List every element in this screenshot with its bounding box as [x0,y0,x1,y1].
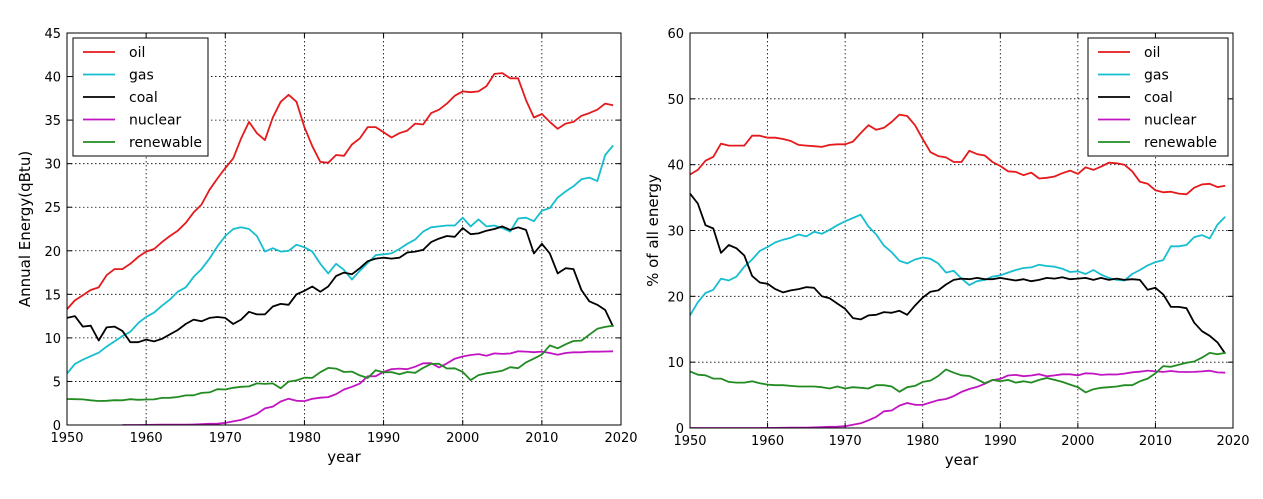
legend-label-oil: oil [1144,45,1160,61]
series-line-nuclear [122,350,614,425]
legend: oil gas coal nuclear renewable [72,37,209,157]
legend-label-coal: coal [129,90,158,106]
energy-share-chart: 1950 1960 1970 1980 1990 2000 2010 2020 0 10 20 30 4… [644,27,1250,469]
y-tick-label: 30 [44,158,61,173]
x-tick-label: 2000 [446,431,479,446]
x-tick-label: 2010 [1139,434,1172,449]
legend-label-gas: gas [1144,68,1169,84]
x-axis-label: year [945,451,979,469]
x-tick-label: 1960 [130,431,163,446]
y-tick-label: 40 [44,71,61,86]
y-tick-label: 10 [667,356,684,371]
series-line-gas [67,144,614,375]
series-line-coal [690,193,1226,355]
series-line-coal [67,225,614,344]
series-lines [690,113,1226,428]
legend-label-renewable: renewable [129,135,202,151]
x-tick-label: 1990 [367,431,400,446]
plot-frame [66,32,622,426]
legend-label-nuclear: nuclear [129,113,182,129]
x-tick-label: 2000 [1061,434,1094,449]
x-tick-label: 1990 [984,434,1017,449]
series-lines [67,72,614,425]
x-tick-label: 1970 [209,431,242,446]
x-tick-label: 1950 [50,431,83,446]
x-tick-label: 2020 [1216,434,1249,449]
x-tick-label: 1970 [829,434,862,449]
y-tick-label: 20 [667,290,684,305]
series-line-oil [67,72,614,310]
y-tick-label: 25 [44,201,61,216]
legend-label-nuclear: nuclear [1144,113,1197,129]
y-tick-label: 10 [44,332,61,347]
legend-label-renewable: renewable [1144,135,1217,151]
y-tick-label: 30 [667,225,684,240]
x-tick-label: 1950 [673,434,706,449]
y-tick-label: 35 [44,114,61,129]
y-tick-label: 0 [53,419,61,434]
y-tick-label: 40 [667,159,684,174]
series-line-gas [690,213,1226,316]
series-line-renewable [67,324,614,402]
legend-label-oil: oil [129,45,145,61]
x-axis-label: year [327,448,361,466]
y-axis-label: % of all energy [644,174,662,287]
y-tick-label: 20 [44,245,61,260]
legend-label-gas: gas [129,68,154,84]
y-tick-label: 5 [53,375,61,390]
y-tick-label: 60 [667,27,684,42]
x-tick-label: 1980 [906,434,939,449]
y-tick-label: 0 [676,422,684,437]
x-tick-label: 1980 [288,431,321,446]
legend: oil gas coal nuclear renewable [1087,37,1229,157]
y-tick-label: 50 [667,93,684,108]
legend-label-coal: coal [1144,90,1173,106]
energy-chart: 1950 1960 1970 1980 1990 2000 2010 2020 0 5 10 15 20… [16,27,638,466]
y-tick-label: 45 [44,27,61,42]
y-tick-label: 15 [44,288,61,303]
x-tick-label: 2010 [525,431,558,446]
series-line-renewable [690,351,1226,394]
y-axis-label: Annual Energy(qBtu) [16,151,34,307]
series-line-oil [690,113,1226,196]
x-tick-label: 2020 [604,431,637,446]
x-tick-label: 1960 [751,434,784,449]
